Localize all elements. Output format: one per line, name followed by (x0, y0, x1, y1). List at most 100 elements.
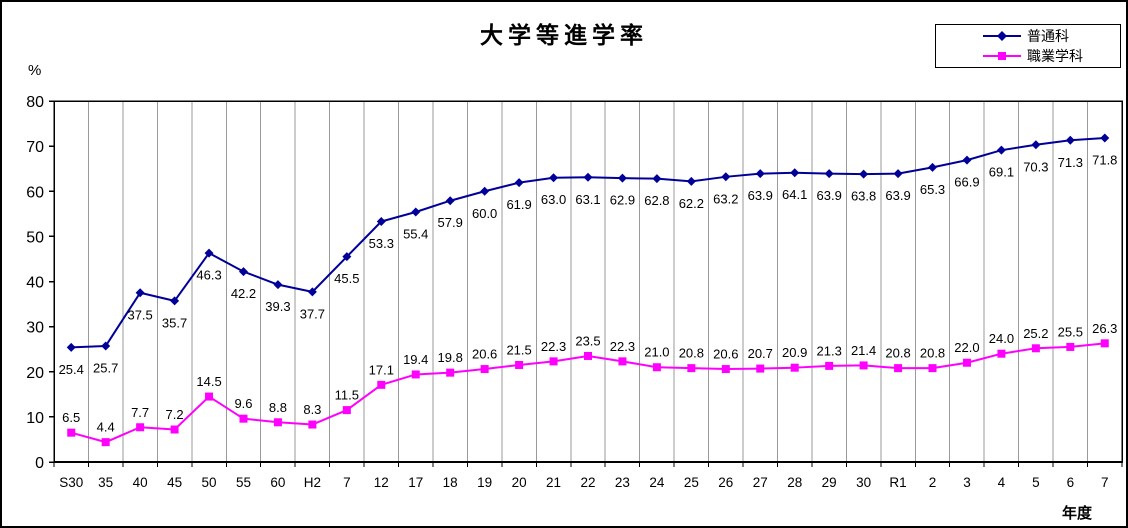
data-point-square (859, 361, 868, 370)
data-label: 7.7 (131, 405, 149, 420)
x-tick-label: 23 (615, 475, 630, 490)
data-point-diamond (238, 267, 248, 277)
data-label: 63.9 (885, 188, 910, 203)
data-point-diamond (307, 287, 317, 297)
y-tick-label: 0 (35, 455, 44, 472)
x-tick-label: 35 (98, 475, 113, 490)
data-label: 64.1 (782, 187, 807, 202)
y-axis-unit-label: % (28, 62, 42, 79)
data-point-square (894, 364, 903, 373)
data-point-diamond (170, 296, 180, 306)
data-label: 69.1 (989, 165, 1014, 180)
x-tick-label: 12 (374, 475, 389, 490)
x-tick-label: 3 (963, 475, 971, 490)
x-tick-label: 55 (236, 475, 251, 490)
data-label: 26.3 (1092, 321, 1117, 336)
data-point-diamond (996, 145, 1006, 155)
data-label: 57.9 (438, 215, 463, 230)
x-tick-label: 7 (343, 475, 351, 490)
data-point-square (652, 363, 661, 372)
data-point-diamond (755, 169, 765, 179)
y-tick-label: 60 (26, 184, 44, 201)
data-label: 62.8 (644, 193, 669, 208)
data-label: 45.5 (334, 271, 359, 286)
data-point-square (962, 358, 971, 367)
data-point-square (170, 425, 179, 434)
data-label: 65.3 (920, 182, 945, 197)
data-label: 21.0 (644, 345, 669, 360)
x-tick-label: 20 (512, 475, 527, 490)
data-point-diamond (135, 288, 145, 298)
data-label: 4.4 (97, 420, 115, 435)
data-label: 25.4 (59, 362, 84, 377)
data-label: 55.4 (403, 227, 428, 242)
x-tick-label: 45 (167, 475, 182, 490)
data-point-diamond (204, 248, 214, 258)
data-label: 62.2 (679, 196, 704, 211)
data-point-square (618, 357, 627, 366)
data-point-diamond (962, 155, 972, 165)
data-point-square (687, 364, 696, 373)
data-label: 8.8 (269, 400, 287, 415)
data-label: 20.6 (713, 347, 738, 362)
data-point-square (446, 368, 455, 377)
data-point-diamond (376, 216, 386, 226)
legend-label-general-course: 普通科 (1027, 28, 1069, 45)
x-tick-label: 60 (270, 475, 285, 490)
data-point-diamond (1100, 133, 1110, 143)
data-label: 21.4 (851, 343, 876, 358)
data-label: 63.2 (713, 191, 738, 206)
data-label: 6.5 (62, 410, 80, 425)
data-point-square (1100, 339, 1109, 348)
data-label: 37.7 (300, 306, 325, 321)
data-label: 22.3 (541, 339, 566, 354)
x-tick-label: R1 (889, 475, 906, 490)
data-label: 71.3 (1058, 155, 1083, 170)
legend-line-square-icon (983, 51, 1021, 60)
data-point-diamond (66, 342, 76, 352)
data-point-square (1031, 344, 1040, 353)
legend-line-diamond-icon (983, 31, 1021, 42)
data-label: 17.1 (369, 362, 394, 377)
x-tick-label: S30 (59, 475, 83, 490)
y-tick-label: 50 (26, 229, 44, 246)
data-label: 25.7 (93, 361, 118, 376)
data-point-square (273, 418, 282, 427)
y-tick-label: 20 (26, 365, 44, 382)
data-point-square (205, 392, 214, 401)
y-tick-label: 40 (26, 275, 44, 292)
data-point-diamond (721, 172, 731, 182)
data-point-square (342, 406, 351, 415)
data-label: 62.9 (610, 193, 635, 208)
data-point-diamond (549, 173, 559, 183)
data-label: 71.8 (1092, 153, 1117, 168)
data-label: 63.8 (851, 189, 876, 204)
data-label: 20.8 (679, 346, 704, 361)
legend: 普通科 職業学科 (935, 24, 1121, 68)
data-label: 21.5 (506, 342, 531, 357)
x-tick-label: 22 (580, 475, 595, 490)
data-label: 22.3 (610, 339, 635, 354)
data-label: 8.3 (303, 402, 321, 417)
data-point-square (411, 370, 420, 379)
data-point-square (997, 349, 1006, 358)
data-point-square (101, 438, 110, 447)
data-point-square (825, 361, 834, 370)
y-tick-label: 80 (26, 94, 44, 111)
legend-item-vocational-course: 職業学科 (982, 48, 1120, 64)
data-point-diamond (514, 178, 524, 188)
data-point-square (136, 423, 145, 432)
legend-item-general-course: 普通科 (982, 28, 1120, 44)
data-label: 24.0 (989, 331, 1014, 346)
x-axis-title: 年度 (1062, 505, 1093, 522)
data-label: 20.8 (920, 346, 945, 361)
x-tick-label: H2 (304, 475, 321, 490)
data-point-diamond (928, 162, 938, 172)
data-point-diamond (686, 176, 696, 186)
data-label: 35.7 (162, 315, 187, 330)
data-point-diamond (342, 252, 352, 262)
data-label: 14.5 (196, 374, 221, 389)
data-label: 63.9 (817, 188, 842, 203)
